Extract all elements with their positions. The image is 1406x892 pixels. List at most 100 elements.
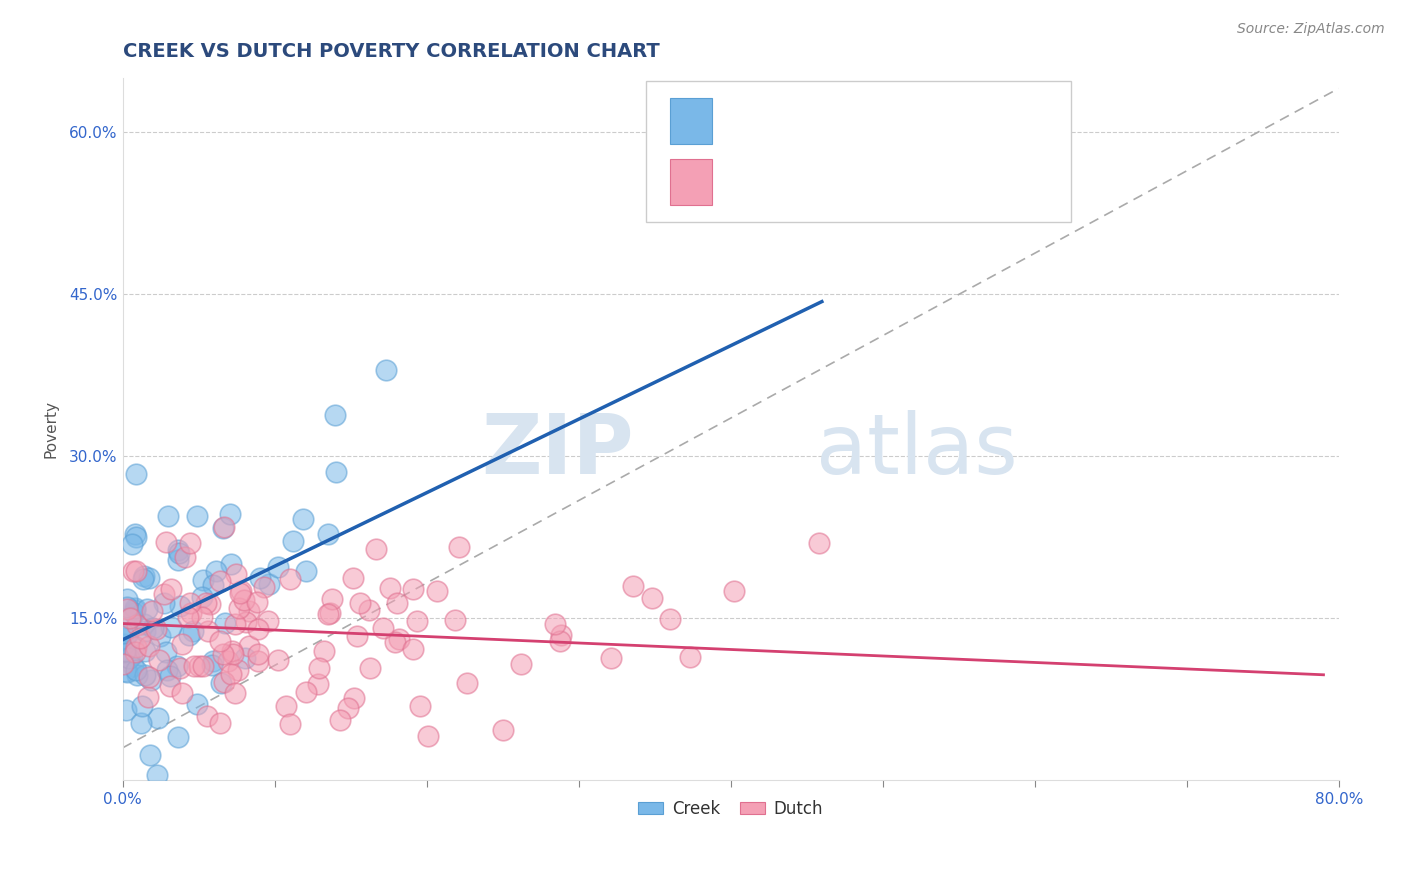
- Point: [621, 579, 644, 593]
- Point: [402, 582, 425, 597]
- Point: [136, 690, 159, 705]
- Point: [132, 569, 155, 583]
- Point: [226, 663, 249, 677]
- Point: [323, 408, 346, 422]
- Point: [198, 597, 221, 611]
- Point: [321, 591, 343, 606]
- Point: [276, 699, 298, 714]
- Point: [132, 616, 155, 631]
- Point: [121, 537, 143, 551]
- Point: [319, 607, 342, 621]
- Point: [122, 606, 145, 620]
- Point: [125, 530, 148, 544]
- Point: [221, 647, 243, 661]
- FancyBboxPatch shape: [669, 98, 713, 144]
- Y-axis label: Poverty: Poverty: [44, 400, 58, 458]
- Point: [111, 657, 134, 671]
- Point: [550, 627, 572, 641]
- Point: [188, 659, 211, 673]
- Point: [278, 572, 301, 586]
- Point: [212, 521, 235, 535]
- Point: [122, 640, 145, 654]
- Point: [121, 564, 143, 578]
- Point: [219, 667, 242, 681]
- Point: [177, 610, 200, 624]
- Point: [359, 603, 381, 617]
- Point: [146, 711, 169, 725]
- Text: N =: N =: [889, 173, 922, 191]
- Point: [135, 601, 157, 615]
- Point: [146, 768, 169, 782]
- Point: [193, 659, 215, 673]
- Point: [125, 640, 148, 654]
- Point: [173, 549, 195, 564]
- Point: [246, 595, 269, 609]
- Point: [194, 596, 217, 610]
- Point: [343, 691, 366, 706]
- Text: ZIP: ZIP: [481, 409, 633, 491]
- Point: [205, 565, 228, 579]
- Point: [373, 620, 395, 634]
- Point: [122, 658, 145, 673]
- Point: [548, 634, 571, 648]
- Point: [121, 648, 143, 662]
- Text: R =: R =: [731, 112, 763, 129]
- Point: [257, 577, 280, 591]
- Point: [191, 573, 214, 587]
- Point: [723, 583, 745, 598]
- Point: [375, 363, 398, 377]
- Point: [167, 542, 190, 557]
- Point: [134, 624, 156, 639]
- Point: [225, 567, 247, 582]
- Point: [807, 536, 830, 550]
- Point: [325, 465, 347, 479]
- Text: 108: 108: [956, 173, 993, 191]
- Point: [292, 512, 315, 526]
- Text: 78: 78: [956, 112, 981, 129]
- Point: [149, 629, 172, 643]
- Text: CREEK VS DUTCH POVERTY CORRELATION CHART: CREEK VS DUTCH POVERTY CORRELATION CHART: [122, 42, 659, 61]
- Point: [114, 644, 136, 658]
- Point: [229, 586, 252, 600]
- Point: [170, 637, 193, 651]
- Point: [364, 542, 387, 557]
- Point: [246, 654, 269, 668]
- Point: [124, 603, 146, 617]
- Point: [232, 593, 254, 607]
- Point: [159, 679, 181, 693]
- Point: [159, 669, 181, 683]
- Text: -0.185: -0.185: [797, 173, 862, 191]
- Point: [314, 644, 336, 658]
- Point: [139, 673, 162, 688]
- Point: [115, 602, 138, 616]
- Point: [235, 615, 257, 630]
- Point: [114, 632, 136, 646]
- Point: [167, 731, 190, 745]
- Point: [170, 686, 193, 700]
- Point: [138, 639, 160, 653]
- Point: [129, 631, 152, 645]
- Point: [191, 590, 214, 604]
- Point: [145, 623, 167, 637]
- Point: [349, 596, 371, 610]
- Point: [378, 581, 401, 595]
- Point: [139, 748, 162, 763]
- Point: [179, 536, 201, 550]
- Point: [118, 651, 141, 665]
- Point: [283, 533, 305, 548]
- Point: [125, 565, 148, 579]
- Point: [111, 626, 134, 640]
- Legend: Creek, Dutch: Creek, Dutch: [631, 793, 830, 825]
- Point: [219, 507, 242, 521]
- Point: [148, 653, 170, 667]
- Text: Source: ZipAtlas.com: Source: ZipAtlas.com: [1237, 22, 1385, 37]
- Point: [342, 571, 364, 585]
- Point: [155, 645, 177, 659]
- Point: [447, 541, 470, 555]
- Point: [191, 609, 214, 624]
- Point: [177, 628, 200, 642]
- FancyBboxPatch shape: [645, 81, 1071, 221]
- Point: [156, 509, 179, 524]
- Text: N =: N =: [889, 112, 922, 129]
- Point: [183, 659, 205, 673]
